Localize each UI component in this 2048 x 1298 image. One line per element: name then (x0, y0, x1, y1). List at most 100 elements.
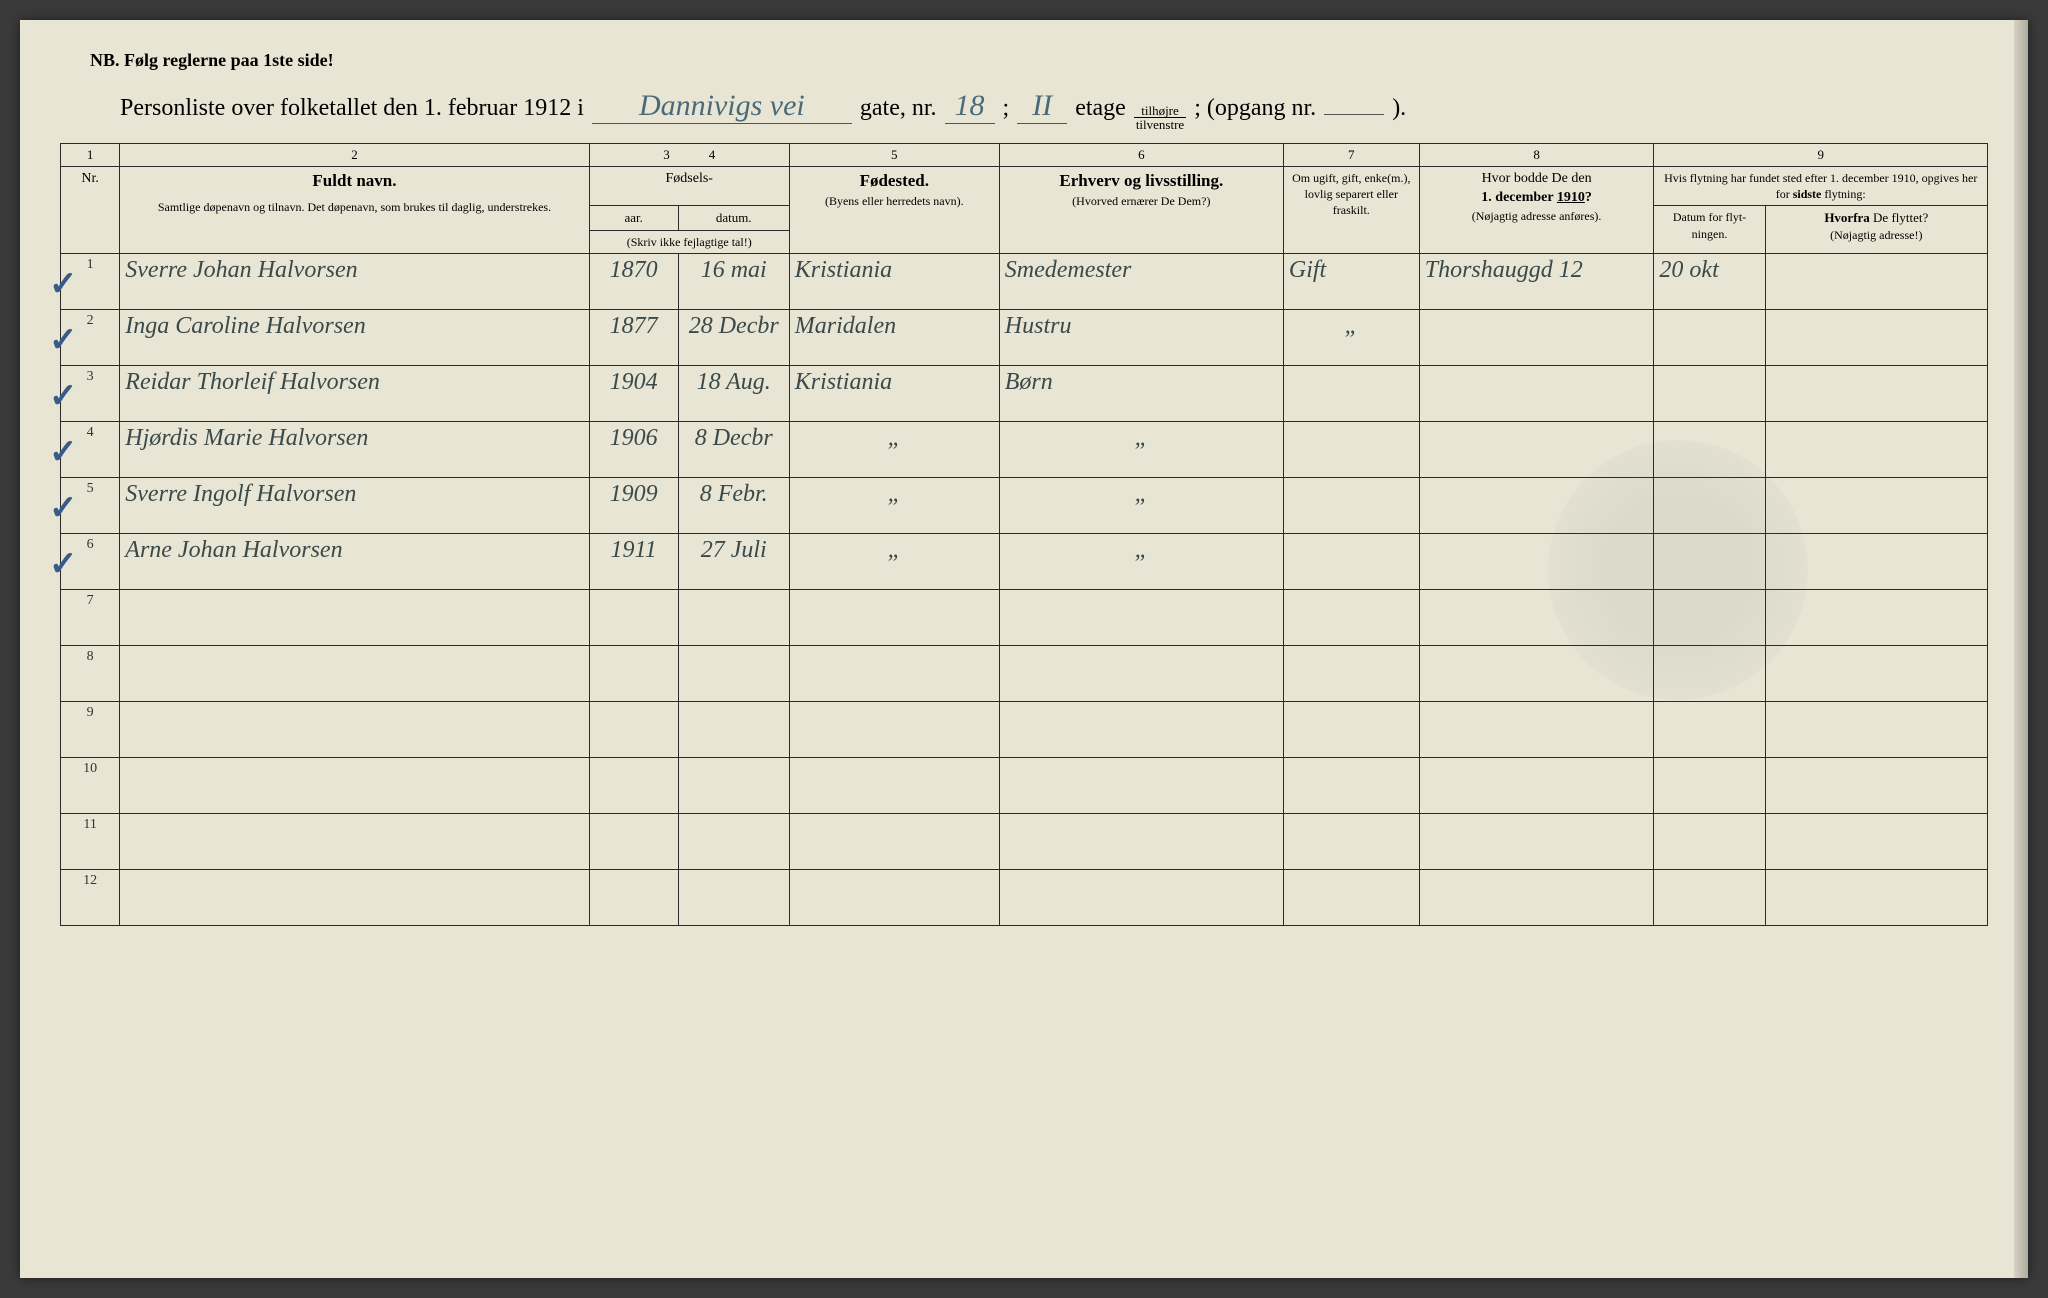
colnum-9: 9 (1654, 144, 1988, 167)
table-row: ✓2Inga Caroline Halvorsen187728 DecbrMar… (61, 310, 1988, 366)
move-from (1765, 422, 1987, 478)
hdr-move-from: Hvorfra De flyttet? (Nøjagtig adresse!) (1765, 206, 1987, 254)
name: Arne Johan Halvorsen (120, 534, 589, 590)
address-1910 (1419, 702, 1654, 758)
name (120, 758, 589, 814)
row-number-cell: 11 (61, 814, 120, 870)
table-row: ✓5Sverre Ingolf Halvorsen19098 Febr.„„ (61, 478, 1988, 534)
occupation (999, 590, 1283, 646)
move-from (1765, 870, 1987, 926)
colnum-8: 8 (1419, 144, 1654, 167)
title-end: ). (1392, 95, 1406, 122)
frac-bot: tilvenstre (1134, 118, 1186, 131)
move-date (1654, 814, 1765, 870)
birth-date (678, 702, 789, 758)
address-1910 (1419, 422, 1654, 478)
title-semicolon: ; (1003, 95, 1010, 122)
hdr-skriv: (Skriv ikke fejlagtige tal!) (589, 230, 789, 253)
row-number: 1 (87, 257, 94, 272)
name (120, 702, 589, 758)
marital-status (1283, 366, 1419, 422)
hdr-datum: datum. (678, 206, 789, 231)
birthplace (789, 646, 999, 702)
hdr-move-date: Datum for flyt-ningen. (1654, 206, 1765, 254)
birth-date (678, 870, 789, 926)
frac-top: tilhøjre (1134, 104, 1186, 118)
address-1910: Thorshauggd 12 (1419, 254, 1654, 310)
address-1910 (1419, 478, 1654, 534)
row-number: 8 (87, 649, 94, 664)
birth-year: 1877 (589, 310, 678, 366)
hdr-erhverv-small: (Hvorved ernærer De Dem?) (1005, 193, 1278, 209)
row-number-cell: 7 (61, 590, 120, 646)
birth-date: 16 mai (678, 254, 789, 310)
birth-year: 1906 (589, 422, 678, 478)
row-number-cell: 12 (61, 870, 120, 926)
colnum-1: 1 (61, 144, 120, 167)
row-number: 6 (87, 537, 94, 552)
hdr-nr: Nr. (61, 167, 120, 254)
marital-status (1283, 478, 1419, 534)
marital-status (1283, 646, 1419, 702)
table-row: 12 (61, 870, 1988, 926)
move-date (1654, 422, 1765, 478)
birthplace: „ (789, 478, 999, 534)
hdr-moving-text: Hvis flytning har fundet sted efter 1. d… (1659, 170, 1982, 202)
occupation: „ (999, 478, 1283, 534)
hdr-addr1910: Hvor bodde De den1. december 1910? (Nøja… (1419, 167, 1654, 254)
census-page: NB. Følg reglerne paa 1ste side! Personl… (20, 20, 2028, 1278)
gate-nr-label: gate, nr. (860, 95, 937, 122)
address-1910 (1419, 366, 1654, 422)
hdr-skriv-text: (Skriv ikke fejlagtige tal!) (595, 234, 784, 250)
birth-year: 1911 (589, 534, 678, 590)
name (120, 870, 589, 926)
marital-status: „ (1283, 310, 1419, 366)
occupation (999, 758, 1283, 814)
hdr-name-big: Fuldt navn. (125, 170, 583, 193)
hdr-aar: aar. (589, 206, 678, 231)
occupation: Børn (999, 366, 1283, 422)
row-number-cell: ✓3 (61, 366, 120, 422)
name (120, 814, 589, 870)
data-body: ✓1Sverre Johan Halvorsen187016 maiKristi… (61, 254, 1988, 926)
move-date (1654, 310, 1765, 366)
marital-status (1283, 422, 1419, 478)
move-from (1765, 478, 1987, 534)
row-number: 4 (87, 425, 94, 440)
opgang-label: ; (opgang nr. (1194, 95, 1316, 122)
move-date (1654, 366, 1765, 422)
birth-year (589, 814, 678, 870)
hdr-name-small: Samtlige døpenavn og tilnavn. Det døpena… (158, 200, 551, 214)
marital-status (1283, 758, 1419, 814)
name: Reidar Thorleif Halvorsen (120, 366, 589, 422)
table-row: 10 (61, 758, 1988, 814)
address-1910 (1419, 870, 1654, 926)
birth-date (678, 758, 789, 814)
row-number-cell: ✓1 (61, 254, 120, 310)
move-from (1765, 534, 1987, 590)
address-1910 (1419, 758, 1654, 814)
colnum-7: 7 (1283, 144, 1419, 167)
move-from (1765, 254, 1987, 310)
checkmark-icon: ✓ (49, 488, 78, 528)
hdr-fodested-big: Fødested. (795, 170, 994, 193)
birth-year (589, 758, 678, 814)
birth-date: 8 Febr. (678, 478, 789, 534)
occupation: „ (999, 422, 1283, 478)
hdr-name: Fuldt navn. Samtlige døpenavn og tilnavn… (120, 167, 589, 254)
birthplace: Kristiania (789, 366, 999, 422)
row-number: 9 (87, 705, 94, 720)
occupation (999, 870, 1283, 926)
address-1910 (1419, 534, 1654, 590)
birth-date: 28 Decbr (678, 310, 789, 366)
birthplace (789, 758, 999, 814)
name: Sverre Ingolf Halvorsen (120, 478, 589, 534)
table-row: ✓4Hjørdis Marie Halvorsen19068 Decbr„„ (61, 422, 1988, 478)
marital-status (1283, 870, 1419, 926)
checkmark-icon: ✓ (49, 264, 78, 304)
hdr-marital-text: Om ugift, gift, enke(m.), lovlig separer… (1289, 170, 1414, 219)
marital-status (1283, 814, 1419, 870)
birth-year (589, 590, 678, 646)
table-row: 11 (61, 814, 1988, 870)
occupation (999, 702, 1283, 758)
